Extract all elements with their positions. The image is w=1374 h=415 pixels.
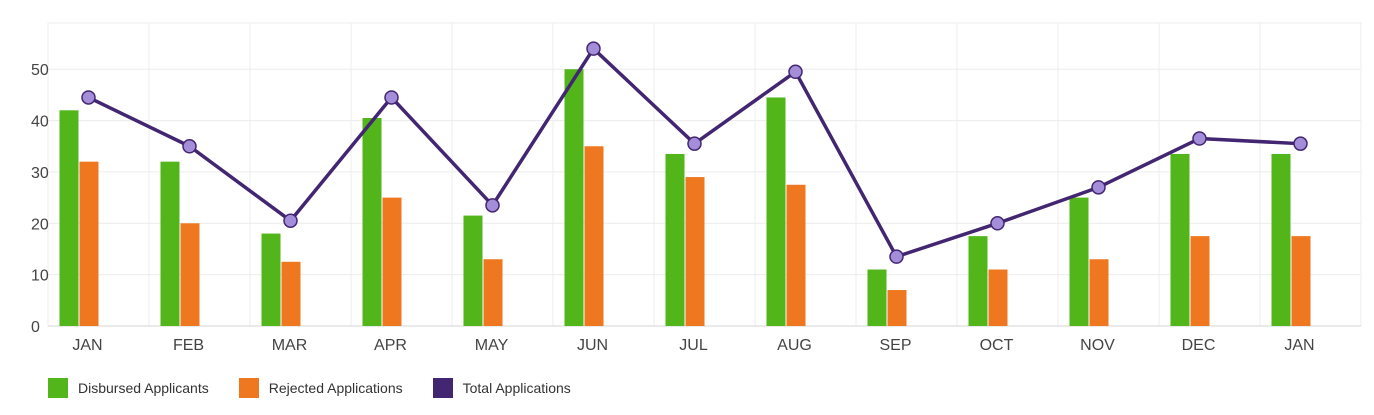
- bar-disbursed: [867, 269, 887, 326]
- point-total-applications: [889, 249, 904, 264]
- y-tick-label: 40: [31, 114, 49, 131]
- point-total-applications: [1091, 180, 1106, 195]
- bar-disbursed: [59, 110, 79, 326]
- combo-chart: 0 10 20 30 40 50 JAN FEB MAR APR MAY JUN JUL AUG SEP O…: [31, 22, 1362, 354]
- x-tick-label: FEB: [173, 337, 204, 354]
- bars: [59, 69, 1311, 327]
- x-tick-label: JUN: [577, 337, 608, 354]
- bar-rejected: [483, 259, 503, 326]
- legend-swatch-disbursed: [48, 378, 68, 398]
- x-axis-ticks: JAN FEB MAR APR MAY JUN JUL AUG SEP OCT NOV DEC JAN: [72, 337, 1314, 354]
- point-total-applications: [283, 213, 298, 228]
- bar-rejected: [180, 223, 200, 326]
- point-total-applications: [1192, 131, 1207, 146]
- point-total-applications: [586, 41, 601, 56]
- y-axis-ticks: 0 10 20 30 40 50: [31, 62, 49, 336]
- point-total-applications: [81, 90, 96, 105]
- x-tick-label: JUL: [679, 337, 708, 354]
- x-tick-label: APR: [374, 337, 407, 354]
- total-line: [81, 41, 1308, 264]
- bar-disbursed: [261, 233, 281, 326]
- y-tick-label: 10: [31, 268, 49, 285]
- x-tick-label: AUG: [777, 337, 812, 354]
- bar-rejected: [887, 290, 907, 326]
- x-tick-label: SEP: [879, 337, 911, 354]
- legend-swatch-total: [432, 378, 453, 398]
- legend-item-disbursed[interactable]: Disbursed Applicants: [48, 378, 209, 398]
- y-tick-label: 0: [31, 319, 40, 336]
- x-tick-label: NOV: [1080, 337, 1115, 354]
- point-total-applications: [788, 64, 803, 80]
- bar-rejected: [584, 146, 604, 326]
- bar-disbursed: [665, 153, 685, 326]
- bar-rejected: [786, 184, 806, 326]
- legend-item-rejected[interactable]: Rejected Applications: [238, 378, 403, 398]
- bar-disbursed: [463, 215, 483, 326]
- x-tick-label: MAR: [272, 337, 308, 354]
- x-tick-label: OCT: [980, 337, 1014, 354]
- legend-label-rejected: Rejected Applications: [268, 380, 403, 396]
- x-tick-label: DEC: [1182, 337, 1216, 354]
- legend-label-disbursed: Disbursed Applicants: [78, 380, 209, 396]
- bar-disbursed: [1271, 153, 1291, 326]
- bar-rejected: [1089, 259, 1109, 326]
- point-total-applications: [485, 198, 500, 213]
- bar-rejected: [281, 261, 301, 326]
- legend-item-total[interactable]: Total Applications: [432, 378, 571, 398]
- point-total-applications: [1293, 136, 1308, 151]
- legend-swatch-rejected: [238, 378, 259, 398]
- bar-disbursed: [1170, 153, 1190, 326]
- x-tick-label: JAN: [1284, 337, 1314, 354]
- bar-rejected: [988, 269, 1008, 326]
- bar-disbursed: [968, 236, 988, 326]
- bar-rejected: [79, 161, 99, 326]
- legend: Disbursed Applicants Rejected Applicatio…: [48, 378, 601, 398]
- y-tick-label: 50: [31, 62, 49, 79]
- bar-disbursed: [766, 97, 786, 327]
- y-tick-label: 30: [31, 165, 49, 182]
- legend-label-total: Total Applications: [462, 380, 571, 396]
- point-total-applications: [384, 90, 399, 105]
- point-total-applications: [990, 216, 1005, 231]
- y-tick-label: 20: [31, 216, 49, 233]
- bar-rejected: [1190, 236, 1210, 326]
- bar-rejected: [1291, 236, 1311, 326]
- bar-disbursed: [564, 69, 584, 326]
- bar-disbursed: [160, 161, 180, 326]
- bar-rejected: [685, 177, 705, 326]
- bar-disbursed: [362, 118, 382, 326]
- point-total-applications: [182, 139, 197, 154]
- x-tick-label: JAN: [72, 337, 102, 354]
- bar-disbursed: [1069, 197, 1089, 326]
- x-tick-label: MAY: [475, 337, 509, 354]
- bar-rejected: [382, 197, 402, 326]
- point-total-applications: [687, 136, 702, 151]
